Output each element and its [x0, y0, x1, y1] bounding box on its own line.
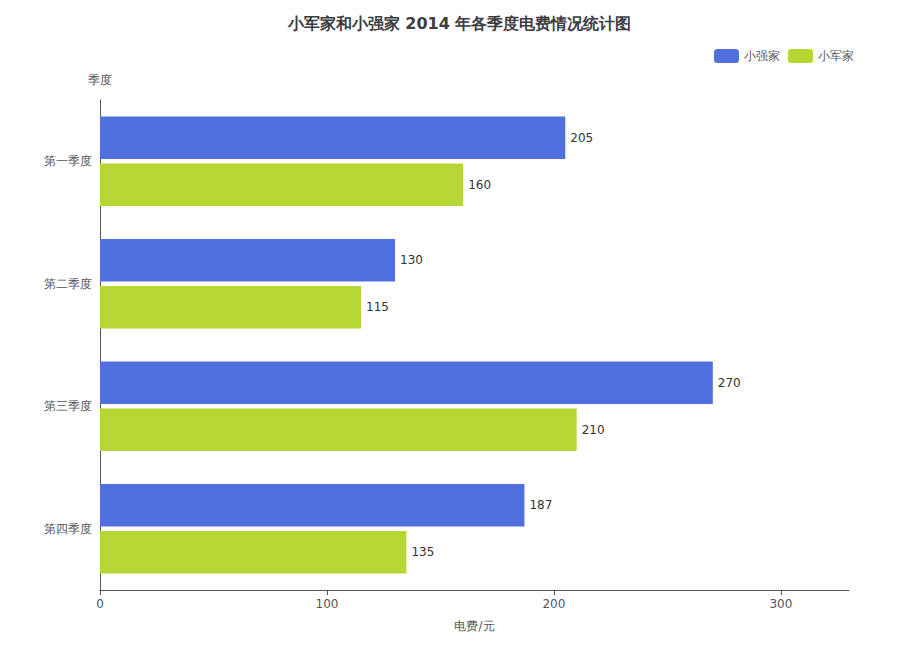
svg-text:第二季度: 第二季度 [44, 277, 92, 291]
svg-text:第四季度: 第四季度 [44, 522, 92, 536]
svg-text:200: 200 [542, 597, 565, 611]
svg-text:270: 270 [718, 376, 741, 390]
svg-text:160: 160 [468, 178, 491, 192]
svg-text:205: 205 [570, 131, 593, 145]
svg-text:第三季度: 第三季度 [44, 399, 92, 413]
svg-text:小强家: 小强家 [744, 49, 780, 63]
svg-text:100: 100 [316, 597, 339, 611]
svg-text:小军家和小强家 2014 年各季度电费情况统计图: 小军家和小强家 2014 年各季度电费情况统计图 [287, 14, 632, 33]
svg-text:135: 135 [411, 545, 434, 559]
svg-text:小军家: 小军家 [818, 49, 854, 63]
svg-text:130: 130 [400, 253, 423, 267]
svg-text:210: 210 [582, 423, 605, 437]
svg-text:115: 115 [366, 300, 389, 314]
svg-text:第一季度: 第一季度 [44, 154, 92, 168]
svg-text:0: 0 [96, 597, 104, 611]
svg-text:电费/元: 电费/元 [454, 619, 494, 633]
svg-text:300: 300 [769, 597, 792, 611]
svg-text:187: 187 [529, 498, 552, 512]
svg-text:季度: 季度 [88, 73, 112, 87]
